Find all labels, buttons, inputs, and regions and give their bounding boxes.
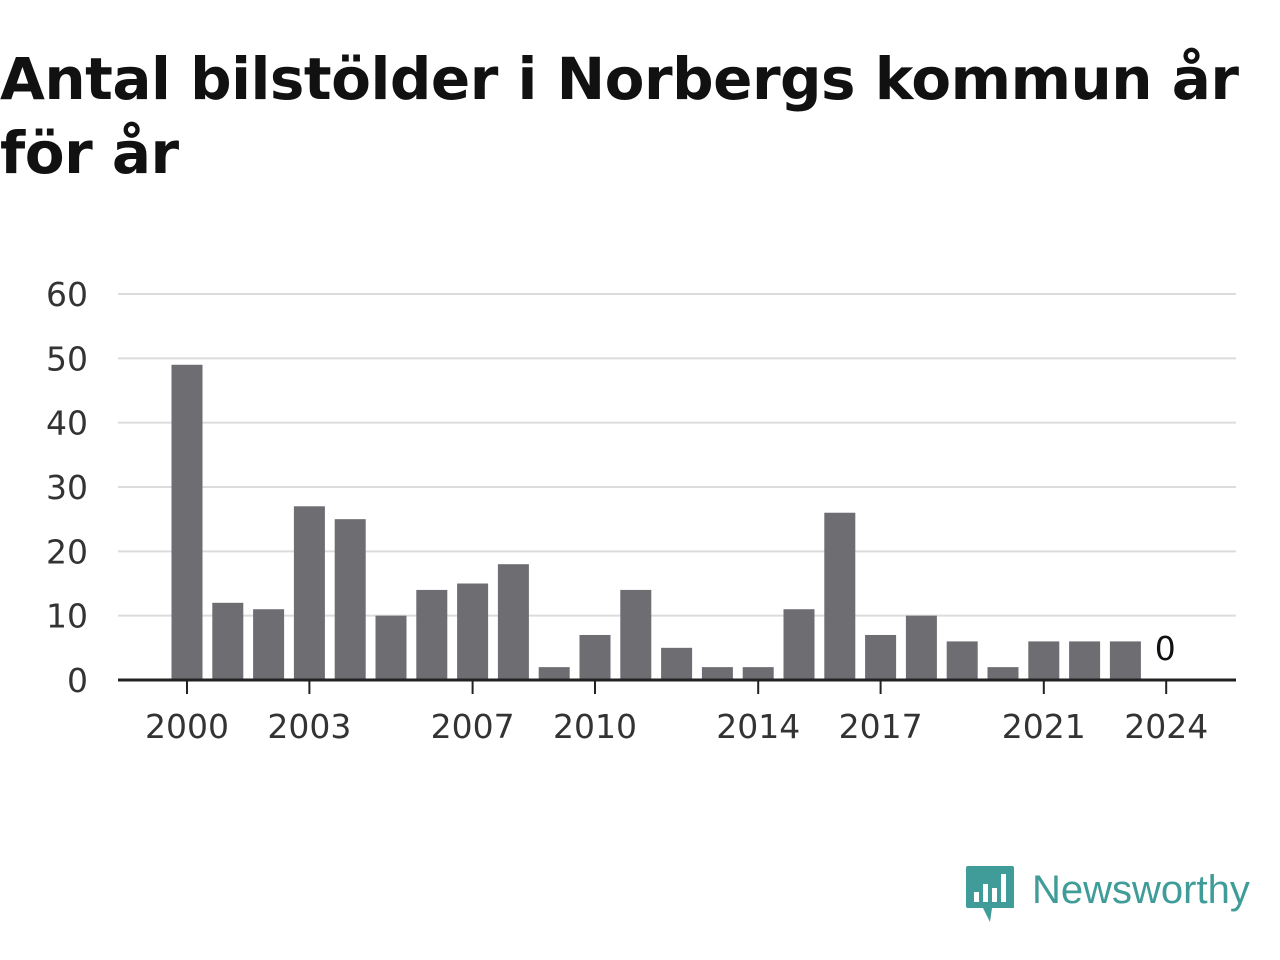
brand-name: Newsworthy [1032,867,1250,912]
bar-2013 [701,667,733,680]
bar-2004 [334,519,366,680]
y-tick-label: 50 [46,339,88,378]
y-tick-label: 40 [46,404,88,443]
gridlines [118,293,1236,617]
newsworthy-logo-icon [966,866,1014,922]
bar-2001 [212,602,244,680]
y-tick-label: 0 [67,661,88,700]
x-tick-label: 2014 [716,707,800,746]
y-tick-label: 10 [46,597,88,636]
bars [171,364,1141,680]
bar-2019 [946,641,978,680]
x-tick-label: 2017 [839,707,923,746]
bar-2006 [416,589,448,680]
bar-2009 [538,667,570,680]
bar-2020 [987,667,1019,680]
bar-2007 [457,583,489,680]
x-tick-label: 2003 [267,707,351,746]
y-tick-label: 30 [46,468,88,507]
x-tick-label: 2000 [145,707,229,746]
bar-2021 [1028,641,1060,680]
chart-title: Antal bilstölder i Norbergs kommun år fö… [0,45,1239,187]
bar-2018 [905,615,937,680]
x-tick-label: 2024 [1124,707,1208,746]
x-tick-label: 2007 [431,707,515,746]
bar-2015 [783,609,815,680]
data-labels: 0 [1155,629,1176,668]
x-tick-label: 2010 [553,707,637,746]
x-tick-label: 2021 [1002,707,1086,746]
bar-2003 [293,506,325,680]
bar-2022 [1069,641,1101,680]
x-axis-ticks: 2000 2003 2007 2010 2014 2017 2021 2024 [145,680,1208,746]
bar-2008 [497,564,529,680]
y-axis-ticks: 0 10 20 30 40 50 60 [46,275,88,700]
bar-2012 [661,647,693,680]
bar-2002 [253,609,285,680]
bar-2014 [742,667,774,680]
bar-2023 [1109,641,1141,680]
bar-2016 [824,512,856,680]
data-label: 0 [1155,629,1176,668]
bar-2005 [375,615,407,680]
bar-2010 [579,634,611,680]
bar-2017 [865,634,897,680]
brand-logo: Newsworthy [964,864,1250,924]
bar-2000 [171,364,203,680]
bar-2011 [620,589,652,680]
y-tick-label: 60 [46,275,88,314]
y-tick-label: 20 [46,532,88,571]
